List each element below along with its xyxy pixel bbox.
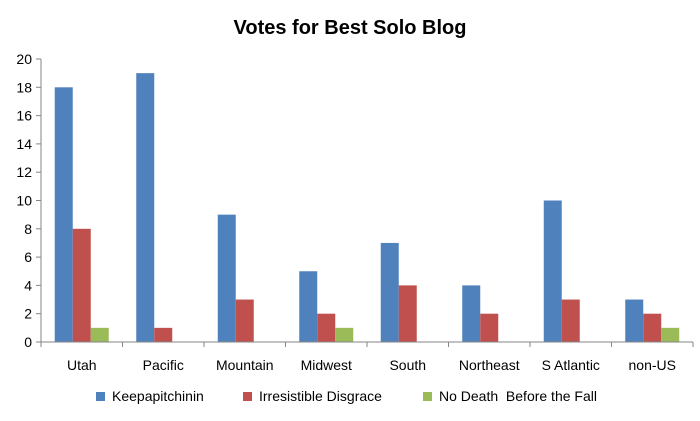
bar bbox=[398, 285, 417, 342]
bar bbox=[154, 327, 173, 342]
y-axis: 0 2 4 6 8 10 12 14 16 18 20 bbox=[16, 51, 42, 350]
bar bbox=[643, 313, 662, 342]
legend-swatch bbox=[423, 392, 432, 401]
y-tick-label: 18 bbox=[16, 79, 32, 95]
x-tick-label: South bbox=[389, 357, 426, 373]
y-tick-label: 2 bbox=[24, 306, 32, 322]
bar bbox=[661, 327, 680, 342]
y-tick-label: 8 bbox=[24, 221, 32, 237]
x-tick-label: non-US bbox=[629, 357, 676, 373]
bar bbox=[335, 327, 354, 342]
legend-label: Keepapitchinin bbox=[112, 388, 204, 404]
y-tick-label: 6 bbox=[24, 249, 32, 265]
bar bbox=[299, 271, 318, 342]
bar bbox=[54, 87, 73, 342]
legend-swatch bbox=[96, 392, 105, 401]
y-tick-label: 12 bbox=[16, 164, 32, 180]
x-tick-label: Mountain bbox=[216, 357, 274, 373]
bar bbox=[72, 228, 91, 342]
bar bbox=[235, 299, 254, 342]
bar bbox=[217, 214, 236, 342]
bar bbox=[90, 327, 109, 342]
legend-label: No Death Before the Fall bbox=[439, 388, 597, 404]
legend: Keepapitchinin Irresistible Disgrace No De… bbox=[96, 388, 597, 404]
bar bbox=[462, 285, 481, 342]
y-tick-label: 14 bbox=[16, 136, 32, 152]
chart-title: Votes for Best Solo Blog bbox=[234, 17, 467, 39]
x-tick-label: Utah bbox=[67, 357, 97, 373]
legend-label: Irresistible Disgrace bbox=[259, 388, 382, 404]
bar bbox=[380, 242, 399, 342]
bar bbox=[543, 200, 562, 342]
bar bbox=[480, 313, 499, 342]
y-tick-label: 20 bbox=[16, 51, 32, 67]
bar bbox=[625, 299, 644, 342]
bar bbox=[317, 313, 336, 342]
bar bbox=[136, 73, 155, 343]
bar bbox=[561, 299, 580, 342]
legend-swatch bbox=[243, 392, 252, 401]
x-tick-label: Northeast bbox=[459, 357, 520, 373]
y-tick-label: 0 bbox=[24, 334, 32, 350]
y-tick-label: 4 bbox=[24, 277, 32, 293]
y-tick-label: 10 bbox=[16, 193, 32, 209]
bars bbox=[54, 73, 680, 343]
y-tick-label: 16 bbox=[16, 108, 32, 124]
x-tick-label: S Atlantic bbox=[542, 357, 600, 373]
x-tick-label: Midwest bbox=[301, 357, 352, 373]
x-tick-label: Pacific bbox=[143, 357, 184, 373]
x-axis: Utah Pacific Mountain Midwest South Northeast… bbox=[40, 341, 694, 373]
